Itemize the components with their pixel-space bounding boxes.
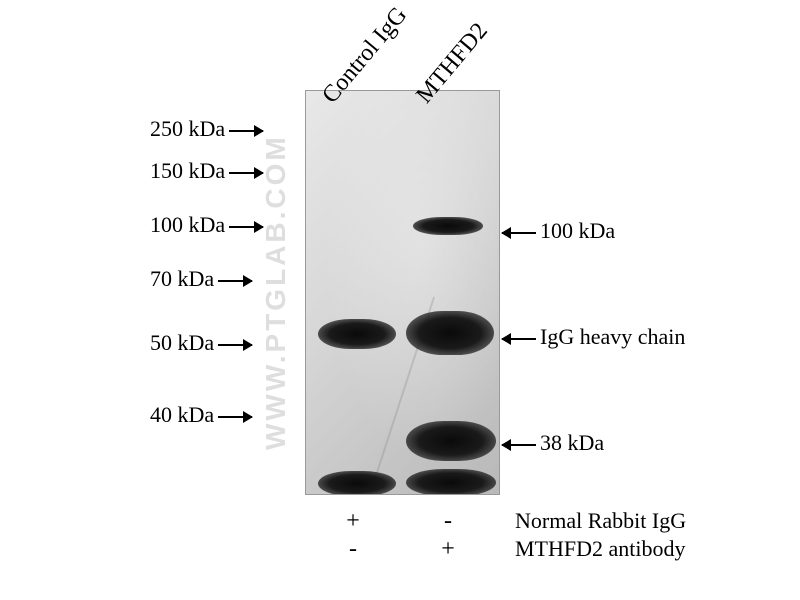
mw-marker-3: 70 kDa [150,266,252,292]
condition-label-1: MTHFD2 antibody [515,536,686,562]
protein-band-3 [406,421,496,461]
condition-lane2-1: + [438,536,458,563]
blot-membrane [305,90,500,495]
condition-lane2-0: - [438,508,458,535]
condition-label-0: Normal Rabbit IgG [515,508,686,534]
band-label-1: IgG heavy chain [502,324,685,350]
protein-band-1 [318,319,396,349]
protein-band-2 [406,311,494,355]
western-blot-figure: WWW.PTGLAB.COM Control IgGMTHFD2250 kDa1… [60,10,740,590]
protein-band-4 [318,471,396,495]
protein-band-5 [406,469,496,495]
mw-marker-0: 250 kDa [150,116,263,142]
condition-lane1-1: - [343,536,363,563]
mw-marker-2: 100 kDa [150,212,263,238]
band-label-0: 100 kDa [502,218,615,244]
watermark-text: WWW.PTGLAB.COM [260,134,292,450]
band-label-2: 38 kDa [502,430,604,456]
mw-marker-5: 40 kDa [150,402,252,428]
mw-marker-1: 150 kDa [150,158,263,184]
mw-marker-4: 50 kDa [150,330,252,356]
protein-band-0 [413,217,483,235]
condition-lane1-0: + [343,508,363,535]
